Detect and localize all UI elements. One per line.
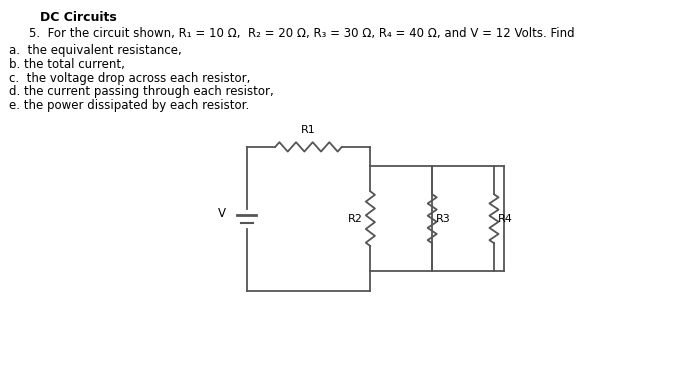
Text: R1: R1	[301, 125, 316, 135]
Text: R3: R3	[436, 214, 451, 224]
Text: R4: R4	[498, 214, 512, 224]
Text: V: V	[218, 207, 226, 220]
Text: R2: R2	[348, 214, 363, 224]
Text: c.  the voltage drop across each resistor,: c. the voltage drop across each resistor…	[9, 72, 251, 85]
Text: a.  the equivalent resistance,: a. the equivalent resistance,	[9, 44, 182, 57]
Text: b. the total current,: b. the total current,	[9, 58, 125, 71]
Text: 5.  For the circuit shown, R₁ = 10 Ω,  R₂ = 20 Ω, R₃ = 30 Ω, R₄ = 40 Ω, and V = : 5. For the circuit shown, R₁ = 10 Ω, R₂ …	[14, 27, 574, 40]
Text: DC Circuits: DC Circuits	[41, 11, 117, 24]
Text: d. the current passing through each resistor,: d. the current passing through each resi…	[9, 85, 274, 98]
Text: e. the power dissipated by each resistor.: e. the power dissipated by each resistor…	[9, 99, 249, 112]
